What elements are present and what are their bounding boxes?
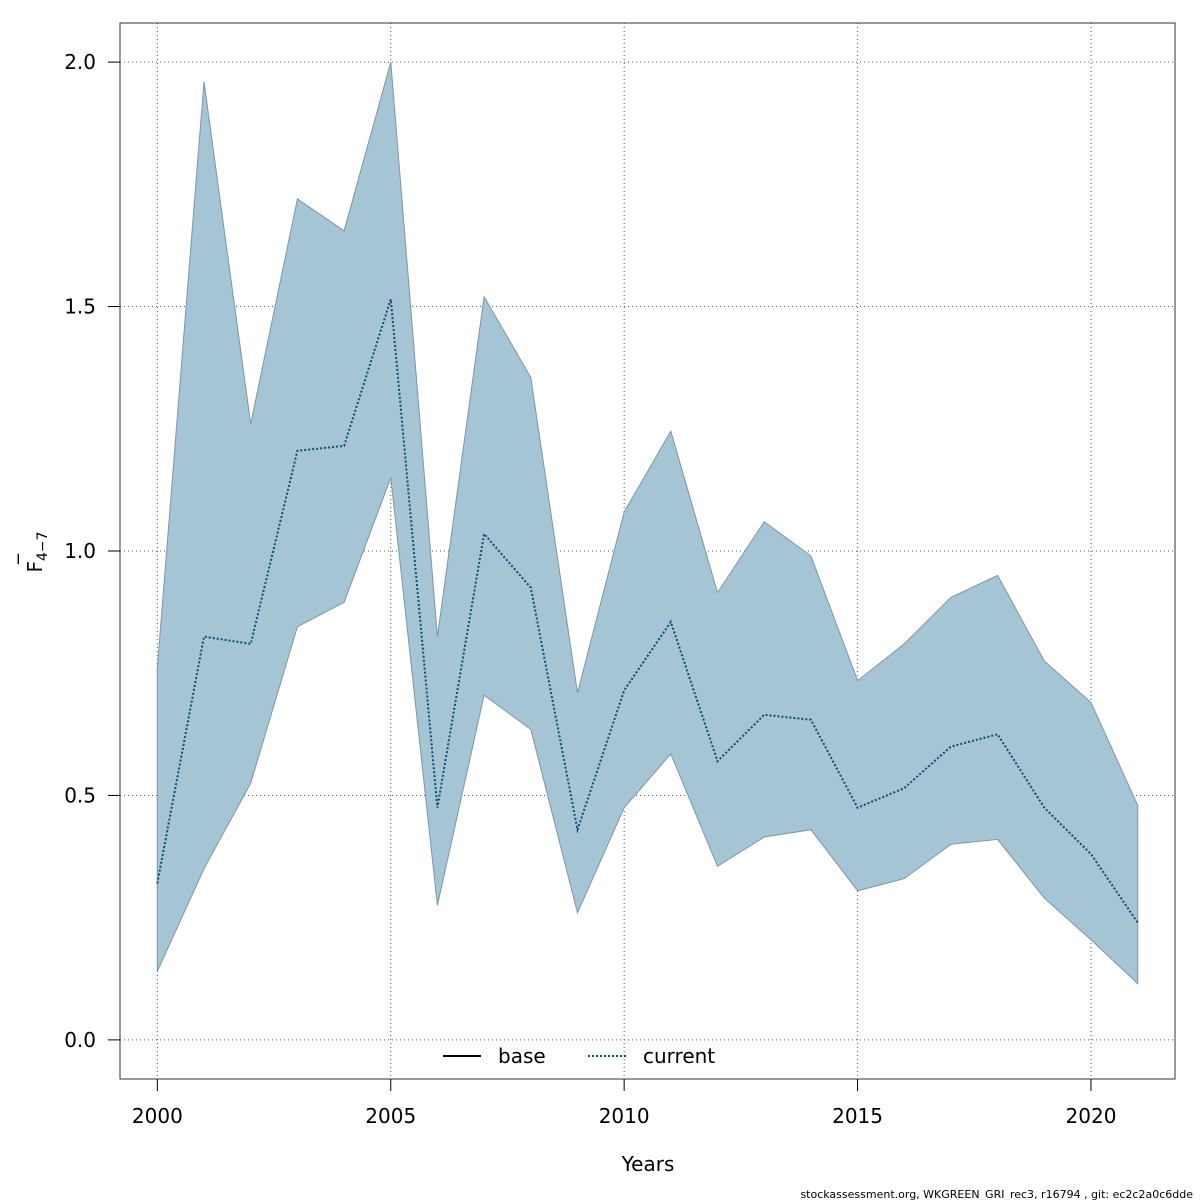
y-tick-label-2: 1.0 [64, 539, 96, 563]
x-axis-title: Years [621, 1152, 675, 1176]
x-tick-label-2015: 2015 [832, 1104, 883, 1128]
x-axis: 2000 2005 2010 2015 2020 [132, 1079, 1117, 1128]
y-tick-label-4: 2.0 [64, 50, 96, 74]
y-axis-title-main: F [23, 561, 47, 573]
y-axis: 0.0 0.5 1.0 1.5 2.0 [64, 50, 120, 1052]
x-tick-label-2020: 2020 [1066, 1104, 1117, 1128]
x-tick-label-2010: 2010 [599, 1104, 650, 1128]
footer-credit: stockassessment.org, WKGREEN_GRI_rec3, r… [800, 1188, 1193, 1200]
x-tick-label-2000: 2000 [132, 1104, 183, 1128]
y-axis-title-sub: 4−7 [35, 531, 51, 561]
series-line-current [156, 298, 1139, 924]
y-tick-label-0: 0.0 [64, 1028, 96, 1052]
y-tick-label-1: 0.5 [64, 783, 96, 807]
y-axis-title-bar: ‾ [14, 553, 38, 565]
y-axis-title: F4−7 ‾ [14, 531, 51, 572]
x-tick-label-2005: 2005 [365, 1104, 416, 1128]
confidence-band [156, 61, 1139, 985]
legend-label-current: current [643, 1044, 715, 1068]
legend-label-base: base [498, 1044, 546, 1068]
legend: base current [443, 1044, 715, 1068]
svg-text:F4−7: F4−7 [23, 531, 51, 572]
y-tick-label-3: 1.5 [64, 295, 96, 319]
